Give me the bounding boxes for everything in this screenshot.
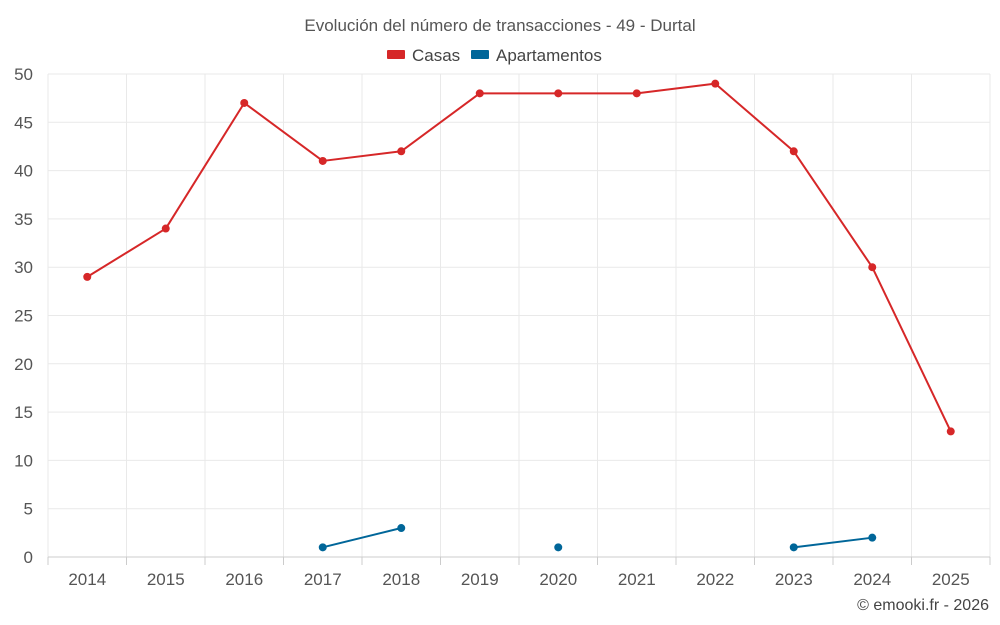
data-point-casas-2017 — [318, 156, 327, 165]
data-point-casas-2023 — [789, 147, 798, 156]
x-tick-label-2020: 2020 — [539, 570, 577, 589]
y-tick-label-15: 15 — [14, 403, 33, 422]
y-tick-label-45: 45 — [14, 113, 33, 132]
series — [83, 79, 955, 552]
x-tick-label-2016: 2016 — [225, 570, 263, 589]
x-tick-label-2015: 2015 — [147, 570, 185, 589]
data-point-casas-2016 — [240, 98, 249, 107]
x-tick-label-2023: 2023 — [775, 570, 813, 589]
x-tick-label-2014: 2014 — [68, 570, 106, 589]
y-tick-label-25: 25 — [14, 307, 33, 326]
data-point-casas-2021 — [632, 89, 641, 98]
series-casas — [83, 79, 955, 436]
series-line-casas-0 — [86, 82, 952, 432]
x-tick-label-2018: 2018 — [382, 570, 420, 589]
data-point-apartamentos-2018 — [397, 524, 406, 533]
series-line-apartamentos-1 — [793, 536, 873, 549]
data-point-apartamentos-2024 — [868, 533, 877, 542]
x-tick-label-2022: 2022 — [696, 570, 734, 589]
data-point-casas-2020 — [554, 89, 563, 98]
x-axis: 2014 2015 2016 2017 2018 2019 2020 2021 2022 2023… — [47, 556, 991, 589]
y-tick-label-35: 35 — [14, 210, 33, 229]
data-point-casas-2014 — [83, 272, 92, 281]
legend-label-casas: Casas — [412, 46, 460, 65]
series-line-apartamentos-0 — [322, 527, 402, 549]
y-tick-label-20: 20 — [14, 355, 33, 374]
data-point-casas-2024 — [868, 263, 877, 272]
y-tick-label-30: 30 — [14, 258, 33, 277]
legend-swatch-casas — [387, 50, 405, 59]
legend-label-apartamentos: Apartamentos — [496, 46, 602, 65]
x-tick-label-2024: 2024 — [853, 570, 891, 589]
data-point-apartamentos-2017 — [318, 543, 327, 552]
y-tick-label-0: 0 — [24, 548, 33, 567]
data-point-casas-2025 — [946, 427, 955, 436]
x-tick-label-2017: 2017 — [304, 570, 342, 589]
data-point-casas-2018 — [397, 147, 406, 156]
y-axis: 0 5 10 15 20 25 30 35 40 45 50 — [14, 65, 33, 567]
legend-swatch-apartamentos — [471, 50, 489, 59]
y-tick-label-10: 10 — [14, 451, 33, 470]
legend-item-casas[interactable]: Casas — [387, 46, 460, 65]
x-tick-label-2025: 2025 — [932, 570, 970, 589]
chart-title: Evolución del número de transacciones - … — [304, 16, 695, 35]
legend: Casas Apartamentos — [387, 46, 602, 65]
data-point-casas-2015 — [161, 224, 170, 233]
series-apartamentos — [318, 524, 877, 552]
credit-label: © emooki.fr - 2026 — [857, 597, 989, 614]
y-tick-label-5: 5 — [24, 500, 33, 519]
y-tick-label-40: 40 — [14, 162, 33, 181]
x-tick-label-2019: 2019 — [461, 570, 499, 589]
x-tick-label-2021: 2021 — [618, 570, 656, 589]
data-point-casas-2022 — [711, 79, 720, 88]
data-point-casas-2019 — [475, 89, 484, 98]
legend-item-apartamentos[interactable]: Apartamentos — [471, 46, 602, 65]
y-tick-label-50: 50 — [14, 65, 33, 84]
data-point-apartamentos-2023 — [789, 543, 798, 552]
grid — [47, 73, 991, 557]
data-point-apartamentos-2020 — [554, 543, 563, 552]
